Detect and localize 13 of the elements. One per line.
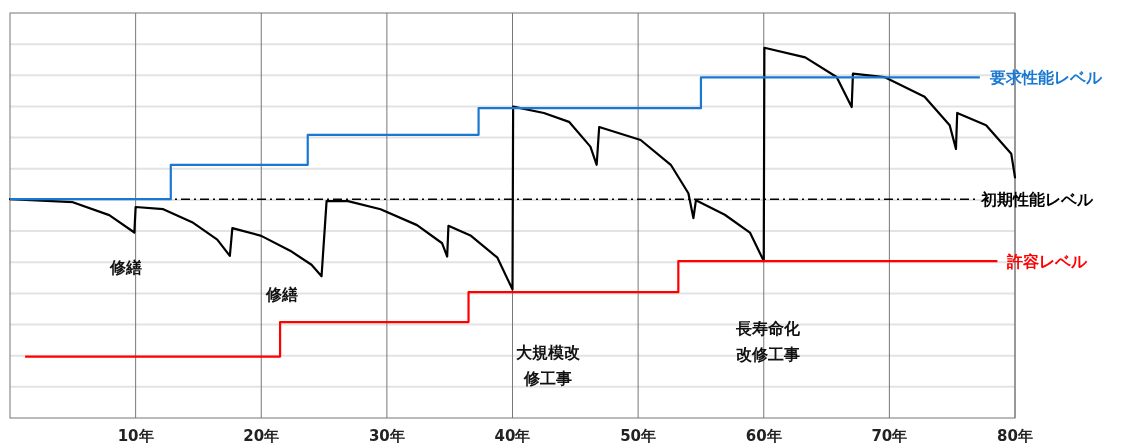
annotation: 大規模改修工事 [516,343,580,388]
xtick: 50年 [620,427,657,445]
xtick: 20年 [243,427,280,445]
xtick: 40年 [494,427,531,445]
xtick: 30年 [368,427,405,445]
xtick: 70年 [871,427,908,445]
ref-label: 初期性能レベル [981,190,1093,210]
xtick: 80年 [997,427,1033,445]
xtick: 60年 [745,427,782,445]
annotation: 長寿命化改修工事 [736,319,800,364]
annotation: 修繕 [265,285,298,305]
annotation: 修繕 [109,257,142,277]
xtick: 10年 [117,427,154,445]
